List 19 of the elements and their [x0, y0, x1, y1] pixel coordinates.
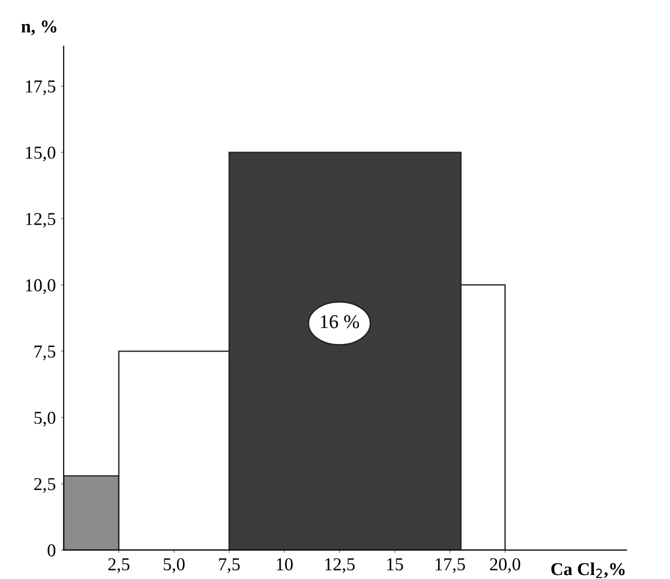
y-tick-label: 10,0	[26, 279, 56, 294]
x-tick-label: 20,0	[490, 558, 520, 573]
y-tick-label: 12,5	[26, 212, 56, 228]
x-tick-label: 7,5	[219, 558, 240, 573]
x-tick-label: 2,5	[108, 558, 130, 573]
x-tick-label: 17,5	[436, 558, 465, 573]
x-tick-label: 5,0	[164, 558, 185, 573]
y-tick-label: 5,0	[34, 412, 56, 427]
y-tick-label: 17,5	[26, 80, 56, 96]
y-tick-label: 15,0	[26, 146, 56, 162]
y-tick-label: 7,5	[34, 346, 56, 360]
x-tick-label: 10	[276, 558, 293, 570]
y-axis-title: n, %	[21, 20, 56, 36]
y-tick-label: 0	[48, 544, 56, 556]
annotation: 16 %	[320, 315, 360, 328]
x-tick-label: 15	[387, 558, 404, 570]
x-tick-label: 12,5	[325, 558, 355, 573]
x-axis-title: Ca Cl$_{2}$,%	[551, 562, 625, 578]
y-tick-label: 2,5	[34, 478, 56, 493]
